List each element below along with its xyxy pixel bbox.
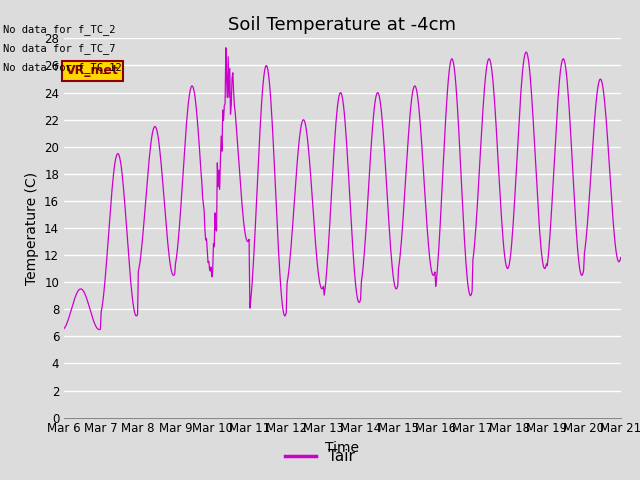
Text: No data for f_TC_12: No data for f_TC_12 — [3, 62, 122, 73]
Text: No data for f_TC_2: No data for f_TC_2 — [3, 24, 116, 35]
Legend: Tair: Tair — [279, 443, 361, 470]
X-axis label: Time: Time — [325, 441, 360, 455]
Title: Soil Temperature at -4cm: Soil Temperature at -4cm — [228, 16, 456, 34]
Text: No data for f_TC_7: No data for f_TC_7 — [3, 43, 116, 54]
Text: VR_met: VR_met — [66, 64, 119, 77]
Y-axis label: Temperature (C): Temperature (C) — [24, 171, 38, 285]
